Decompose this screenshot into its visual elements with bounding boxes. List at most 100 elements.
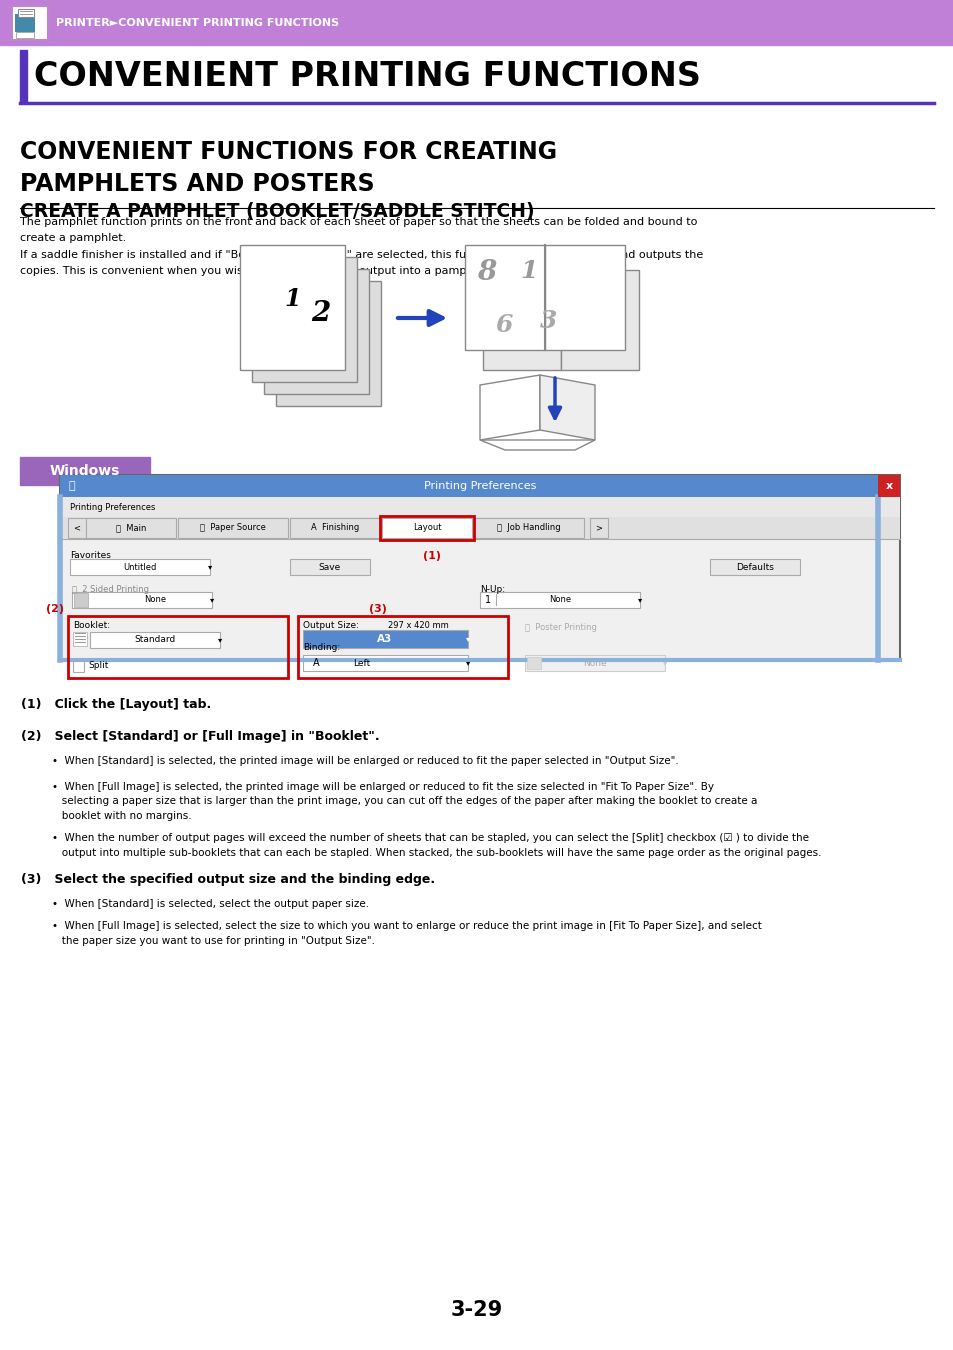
Text: Defaults: Defaults xyxy=(736,563,773,571)
Bar xyxy=(709,559,800,575)
Bar xyxy=(20,458,150,485)
Text: x: x xyxy=(884,481,892,491)
Bar xyxy=(290,518,379,539)
Text: Split: Split xyxy=(88,662,109,671)
Text: >: > xyxy=(595,524,602,532)
Text: If a saddle finisher is installed and if "Booklet" and "Staple" are selected, th: If a saddle finisher is installed and if… xyxy=(20,250,702,275)
Text: Binding:: Binding: xyxy=(303,644,340,652)
Text: None: None xyxy=(548,595,571,605)
Text: 297 x 420 mm: 297 x 420 mm xyxy=(388,621,448,630)
Bar xyxy=(264,269,369,394)
Bar xyxy=(464,244,544,350)
Text: Left: Left xyxy=(353,659,370,667)
Text: Save: Save xyxy=(318,563,341,571)
Text: 🏠  Main: 🏠 Main xyxy=(115,524,146,532)
Bar xyxy=(86,518,175,539)
Text: PAMPHLETS AND POSTERS: PAMPHLETS AND POSTERS xyxy=(20,171,375,196)
Bar xyxy=(560,270,639,370)
Text: None: None xyxy=(582,659,606,667)
Text: N-Up:: N-Up: xyxy=(479,586,504,594)
Text: The pamphlet function prints on the front and back of each sheet of paper so tha: The pamphlet function prints on the fron… xyxy=(20,217,697,243)
Text: Layout: Layout xyxy=(413,524,441,532)
Text: Favorites: Favorites xyxy=(70,551,111,559)
Text: (3)   Select the specified output size and the binding edge.: (3) Select the specified output size and… xyxy=(21,873,435,887)
Text: None: None xyxy=(144,595,166,605)
Text: 3: 3 xyxy=(539,309,557,333)
Bar xyxy=(474,518,583,539)
Bar xyxy=(303,630,468,648)
Text: (3): (3) xyxy=(369,603,387,614)
Text: •  When [Standard] is selected, select the output paper size.: • When [Standard] is selected, select th… xyxy=(52,899,369,909)
Bar xyxy=(877,475,899,497)
Bar xyxy=(589,518,607,539)
Bar xyxy=(240,244,345,370)
Bar xyxy=(18,9,34,18)
Text: (1)   Click the [Layout] tab.: (1) Click the [Layout] tab. xyxy=(21,698,211,711)
Text: ▾: ▾ xyxy=(218,636,222,644)
Text: 3: 3 xyxy=(272,305,288,329)
Bar xyxy=(381,518,472,539)
Bar xyxy=(482,270,560,370)
Bar xyxy=(65,478,79,494)
Text: <: < xyxy=(73,524,80,532)
Text: (2)   Select [Standard] or [Full Image] in "Booklet".: (2) Select [Standard] or [Full Image] in… xyxy=(21,730,379,744)
Text: ⓘ  2 Sided Printing: ⓘ 2 Sided Printing xyxy=(71,586,149,594)
Text: selecting a paper size that is larger than the print image, you can cut off the : selecting a paper size that is larger th… xyxy=(52,796,757,806)
Bar xyxy=(479,593,639,608)
Text: A3: A3 xyxy=(377,634,393,644)
Text: •  When [Full Image] is selected, the printed image will be enlarged or reduced : • When [Full Image] is selected, the pri… xyxy=(52,782,714,791)
Polygon shape xyxy=(539,375,595,440)
Bar xyxy=(526,657,540,670)
Text: output into multiple sub-booklets that can each be stapled. When stacked, the su: output into multiple sub-booklets that c… xyxy=(52,848,821,857)
Text: 2: 2 xyxy=(311,300,330,327)
Bar xyxy=(178,518,288,539)
Bar xyxy=(60,475,899,497)
Text: (1): (1) xyxy=(422,551,440,562)
Text: 6: 6 xyxy=(495,313,512,338)
Text: 8: 8 xyxy=(299,304,314,324)
Text: Windows: Windows xyxy=(50,464,120,478)
Text: A  Finishing: A Finishing xyxy=(311,524,358,532)
Text: A: A xyxy=(313,657,319,668)
Text: PRINTER►CONVENIENT PRINTING FUNCTIONS: PRINTER►CONVENIENT PRINTING FUNCTIONS xyxy=(56,18,338,28)
Text: ▾: ▾ xyxy=(465,659,470,667)
Bar xyxy=(73,632,87,647)
Text: 1: 1 xyxy=(484,595,491,605)
Bar xyxy=(74,593,88,608)
Text: •  When the number of output pages will exceed the number of sheets that can be : • When the number of output pages will e… xyxy=(52,833,809,842)
Bar xyxy=(73,662,84,672)
Bar xyxy=(303,655,468,671)
Text: CONVENIENT PRINTING FUNCTIONS: CONVENIENT PRINTING FUNCTIONS xyxy=(34,59,700,93)
Text: 4: 4 xyxy=(302,292,318,316)
Bar xyxy=(12,5,48,40)
Text: ▾: ▾ xyxy=(210,595,214,605)
FancyArrowPatch shape xyxy=(549,378,560,418)
Text: 3-29: 3-29 xyxy=(451,1300,502,1320)
Bar xyxy=(15,14,35,32)
Text: Untitled: Untitled xyxy=(123,563,156,571)
Text: CONVENIENT FUNCTIONS FOR CREATING: CONVENIENT FUNCTIONS FOR CREATING xyxy=(20,140,557,163)
Text: •  When [Full Image] is selected, select the size to which you want to enlarge o: • When [Full Image] is selected, select … xyxy=(52,921,761,930)
Polygon shape xyxy=(479,375,539,440)
Bar xyxy=(252,256,356,382)
Text: ▾: ▾ xyxy=(662,659,666,667)
Text: •  When [Standard] is selected, the printed image will be enlarged or reduced to: • When [Standard] is selected, the print… xyxy=(52,756,679,765)
Text: Printing Preferences: Printing Preferences xyxy=(423,481,536,491)
Text: Printing Preferences: Printing Preferences xyxy=(70,502,155,512)
Bar xyxy=(90,632,220,648)
Bar xyxy=(275,281,380,406)
Text: 8: 8 xyxy=(476,259,496,286)
Text: the paper size you want to use for printing in "Output Size".: the paper size you want to use for print… xyxy=(52,936,375,945)
FancyArrowPatch shape xyxy=(397,310,442,325)
Text: ▾: ▾ xyxy=(465,634,470,644)
Text: booklet with no margins.: booklet with no margins. xyxy=(52,811,192,821)
Text: 1: 1 xyxy=(519,259,537,284)
Text: 📊  Job Handling: 📊 Job Handling xyxy=(497,524,560,532)
Text: ▾: ▾ xyxy=(638,595,641,605)
Text: 7: 7 xyxy=(270,321,284,342)
Text: ▾: ▾ xyxy=(208,563,212,571)
Text: CREATE A PAMPHLET (BOOKLET/SADDLE STITCH): CREATE A PAMPHLET (BOOKLET/SADDLE STITCH… xyxy=(20,202,534,221)
Text: Standard: Standard xyxy=(134,636,175,644)
Bar xyxy=(71,593,212,608)
Text: 6: 6 xyxy=(284,305,299,327)
